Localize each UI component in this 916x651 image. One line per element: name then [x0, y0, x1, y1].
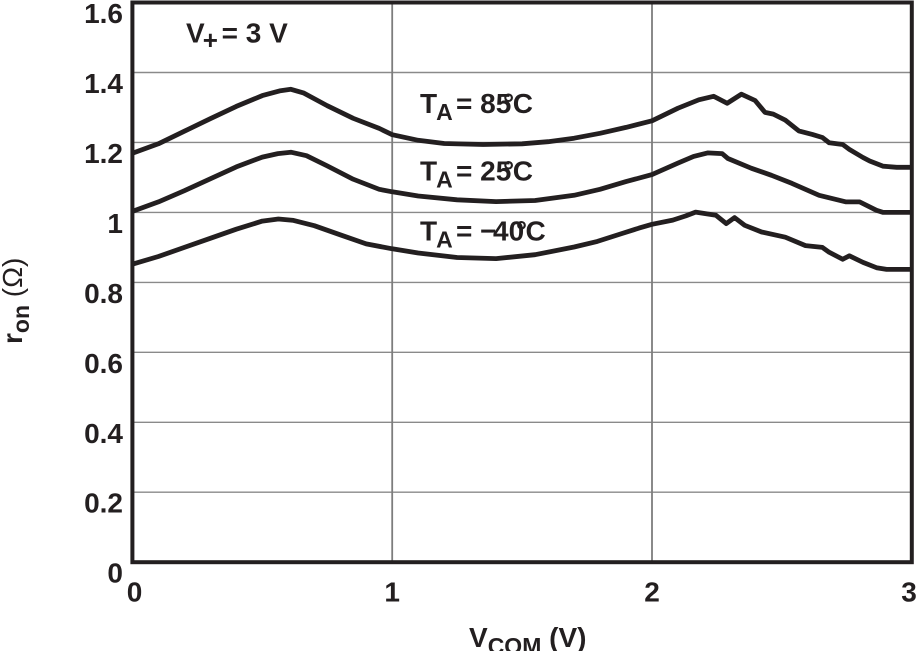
svg-text:TA = 25°C: TA = 25°C [420, 156, 533, 193]
svg-text:0: 0 [127, 577, 143, 608]
svg-text:1.6: 1.6 [84, 0, 123, 29]
svg-text:1: 1 [107, 208, 123, 239]
svg-text:2: 2 [644, 577, 660, 608]
svg-text:0.2: 0.2 [84, 488, 123, 519]
svg-text:V+ = 3 V: V+ = 3 V [186, 18, 288, 56]
svg-text:1.4: 1.4 [84, 68, 123, 99]
svg-text:0.8: 0.8 [84, 278, 123, 309]
svg-text:TA = −40°C: TA = −40°C [420, 216, 546, 253]
svg-text:3: 3 [901, 577, 916, 608]
svg-text:0.6: 0.6 [84, 348, 123, 379]
svg-text:ron (Ω): ron (Ω) [0, 258, 34, 344]
svg-text:0: 0 [107, 558, 123, 589]
svg-text:0.4: 0.4 [84, 418, 123, 449]
svg-text:TA = 85°C: TA = 85°C [420, 88, 533, 125]
svg-text:VCOM (V): VCOM (V) [469, 622, 586, 651]
svg-text:1: 1 [384, 577, 400, 608]
svg-text:1.2: 1.2 [84, 138, 123, 169]
